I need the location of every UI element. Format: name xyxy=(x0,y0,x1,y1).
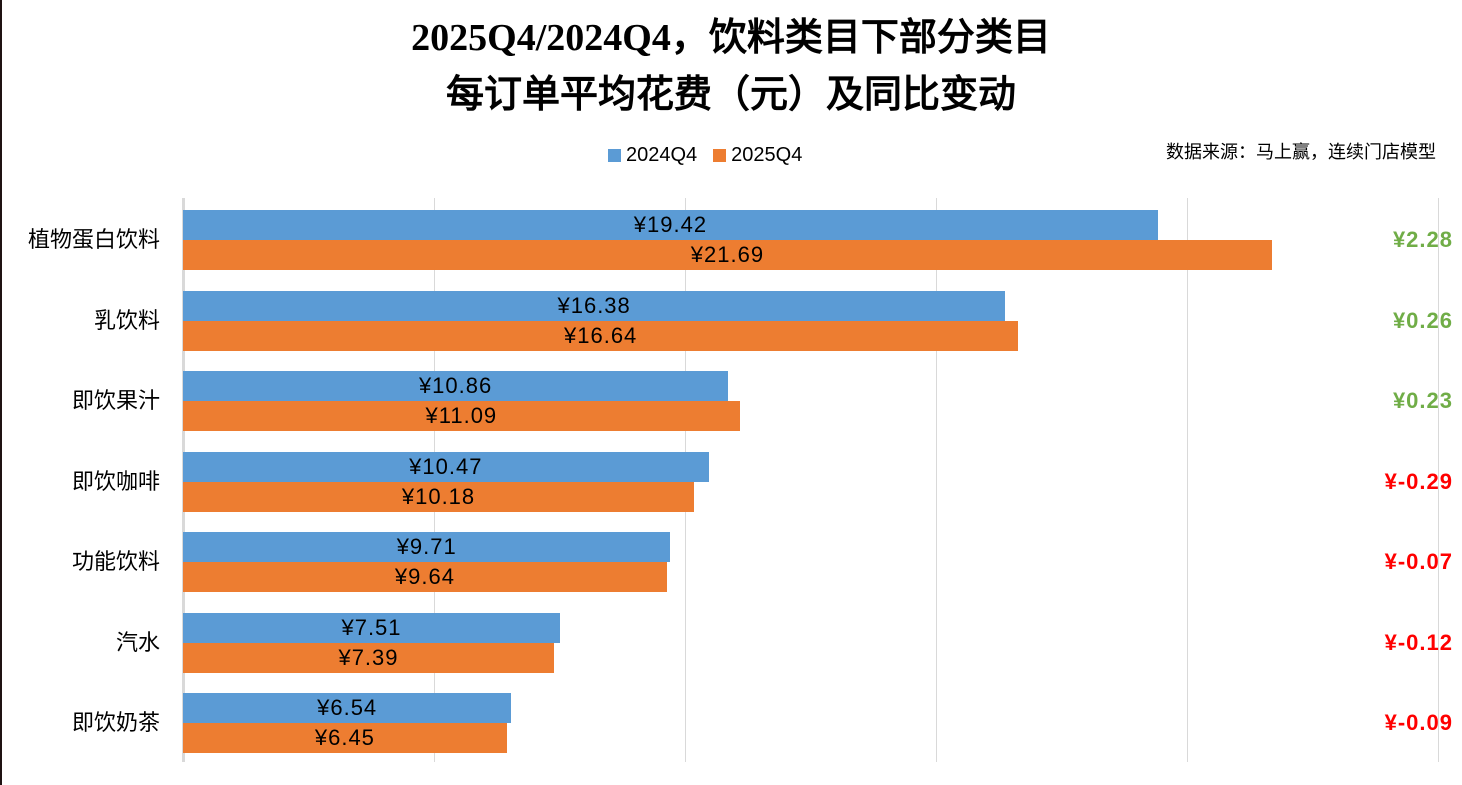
bar-2024q4 xyxy=(183,451,709,482)
bar-value-label: ¥10.86 xyxy=(418,373,493,398)
yoy-change-label: ¥0.23 xyxy=(1392,388,1453,413)
bar-value-label: ¥16.38 xyxy=(557,292,631,318)
bar-2024q4 xyxy=(183,210,1158,240)
category-label: 即饮果汁 xyxy=(71,388,160,413)
bar-value-label: ¥6.45 xyxy=(314,725,375,750)
page-left-edge-mark xyxy=(0,0,2,785)
bar-2025q4 xyxy=(183,401,740,431)
bar-value-label: ¥19.42 xyxy=(633,212,708,237)
legend-item-2025q4: 2025Q4 xyxy=(713,144,802,167)
category-label: 即饮咖啡 xyxy=(71,468,160,494)
yoy-change-label: ¥-0.12 xyxy=(1384,629,1453,655)
bar-2024q4 xyxy=(183,612,560,643)
legend: 2024Q4 2025Q4 xyxy=(608,144,802,167)
bar-value-label: ¥16.64 xyxy=(564,322,638,348)
bar-2024q4 xyxy=(183,290,1006,321)
bar-value-label: ¥9.71 xyxy=(396,534,457,559)
bar-value-label: ¥10.47 xyxy=(409,453,483,479)
category-label: 乳饮料 xyxy=(93,307,160,333)
bar-value-label: ¥7.51 xyxy=(341,614,402,640)
yoy-change-label: ¥-0.07 xyxy=(1384,549,1453,574)
legend-item-2024q4: 2024Q4 xyxy=(608,144,697,167)
bar-2025q4 xyxy=(183,320,1019,351)
gridline-x-15 xyxy=(936,198,937,762)
bar-value-label: ¥10.18 xyxy=(401,483,476,509)
legend-swatch-2024q4-icon xyxy=(608,149,621,162)
bar-value-label: ¥7.39 xyxy=(338,644,399,670)
bar-value-label: ¥21.69 xyxy=(690,242,765,267)
bar-2025q4 xyxy=(183,562,667,592)
category-label: 汽水 xyxy=(115,629,160,655)
legend-label-2024q4: 2024Q4 xyxy=(626,144,698,166)
bar-value-label: ¥9.64 xyxy=(394,564,455,589)
source-note: 数据来源：马上赢，连续门店模型 xyxy=(1166,142,1436,162)
chart-title-line-2: 每订单平均花费（元）及同比变动 xyxy=(445,74,1016,116)
bar-2025q4 xyxy=(183,481,695,512)
bar-2025q4 xyxy=(183,240,1272,270)
category-label: 即饮奶茶 xyxy=(71,710,160,735)
bar-2024q4 xyxy=(183,532,671,562)
yoy-change-label: ¥-0.09 xyxy=(1384,710,1453,735)
yoy-change-label: ¥2.28 xyxy=(1392,227,1453,252)
gridline-x-25 xyxy=(1438,198,1439,762)
legend-label-2025q4: 2025Q4 xyxy=(731,144,803,166)
gridline-x-20 xyxy=(1187,198,1188,762)
chart-title: 2025Q4/2024Q4，饮料类目下部分类目 每订单平均花费（元）及同比变动 xyxy=(0,10,1462,124)
bar-value-label: ¥6.54 xyxy=(317,695,378,720)
category-label: 植物蛋白饮料 xyxy=(27,227,160,252)
legend-swatch-2025q4-icon xyxy=(713,149,727,162)
bar-2025q4 xyxy=(183,723,507,753)
bar-value-label: ¥11.09 xyxy=(425,403,498,428)
bar-2024q4 xyxy=(183,693,512,723)
category-label: 功能饮料 xyxy=(71,549,160,574)
chart-title-line-1: 2025Q4/2024Q4，饮料类目下部分类目 xyxy=(411,17,1051,59)
bar-2025q4 xyxy=(183,642,554,673)
yoy-change-label: ¥0.26 xyxy=(1392,307,1453,333)
yoy-change-label: ¥-0.29 xyxy=(1384,468,1453,494)
bar-2024q4 xyxy=(183,371,729,401)
